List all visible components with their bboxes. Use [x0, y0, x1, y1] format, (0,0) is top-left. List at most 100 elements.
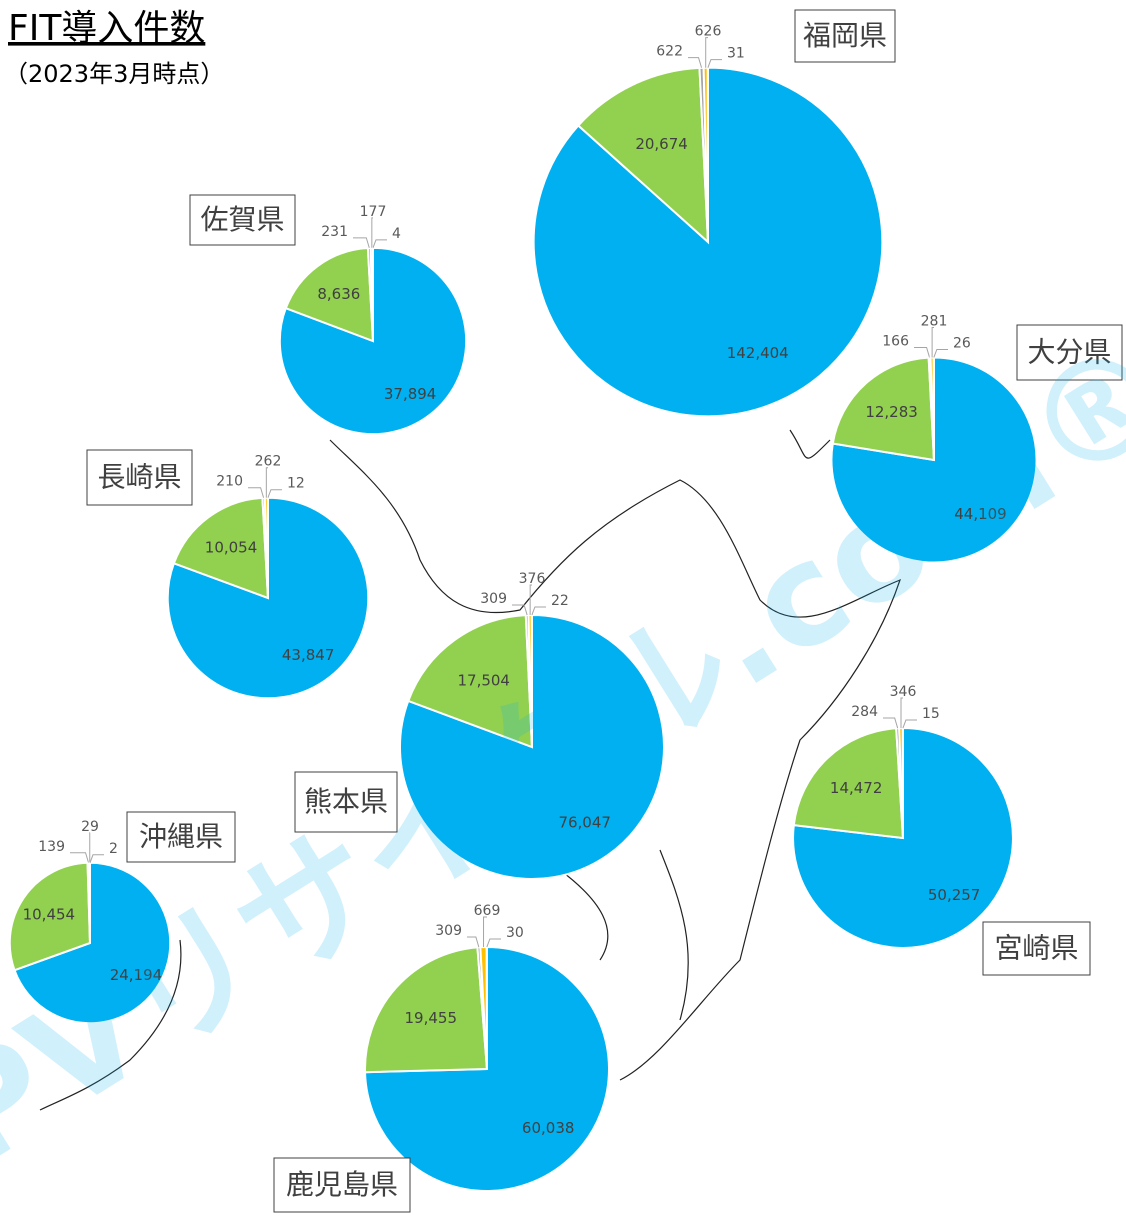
- data-label: 4: [392, 226, 401, 242]
- data-label: 17,504: [457, 671, 510, 689]
- data-label: 14,472: [830, 779, 883, 797]
- data-label: 44,109: [954, 505, 1007, 523]
- data-label: 376: [519, 571, 546, 587]
- data-label: 10,454: [23, 906, 76, 924]
- data-label: 8,636: [317, 285, 360, 303]
- data-label: 309: [435, 923, 462, 939]
- pie-title: 宮崎県: [994, 932, 1078, 965]
- map-outline: [39, 429, 901, 1111]
- leader-line: [486, 938, 501, 948]
- leader-line: [483, 916, 487, 948]
- data-label: 139: [38, 839, 65, 855]
- data-label: 30: [506, 925, 524, 941]
- leader-line: [467, 936, 480, 948]
- leader-line: [353, 237, 370, 249]
- pie-slice: [576, 66, 710, 245]
- leader-line: [902, 719, 917, 729]
- data-label: 231: [321, 224, 348, 240]
- leader-line: [89, 854, 104, 863]
- data-label: 177: [360, 204, 387, 220]
- pie-title: 長崎県: [97, 461, 181, 494]
- data-label: 309: [480, 591, 507, 607]
- label-box: [273, 1157, 411, 1213]
- leader-line: [688, 57, 703, 68]
- leader-line: [529, 584, 532, 615]
- data-label: 346: [890, 684, 917, 700]
- pie-title: 佐賀県: [200, 203, 284, 236]
- leader-line: [705, 37, 708, 68]
- leader-line: [531, 606, 546, 616]
- data-label: 24,194: [110, 966, 163, 984]
- data-label: 281: [921, 313, 948, 329]
- pie-slice: [284, 246, 375, 343]
- pie: 76,047 17,504 309 376 22 熊本県: [294, 571, 665, 880]
- label-box: [1016, 324, 1123, 381]
- data-label: 19,455: [405, 1009, 458, 1027]
- pie: 44,109 12,283 166 281 26 大分県: [830, 313, 1123, 564]
- data-label: 50,257: [928, 886, 981, 904]
- leader-line: [512, 604, 528, 616]
- data-label: 37,894: [384, 385, 437, 403]
- label-box: [982, 921, 1091, 976]
- pie: 142,404 20,674 622 626 31 福岡県: [532, 9, 896, 418]
- pie-slice: [172, 496, 270, 600]
- leader-line: [883, 717, 899, 729]
- leader-line: [372, 239, 387, 249]
- pie: 60,038 19,455 309 669 30 鹿児島県: [273, 903, 610, 1213]
- label-box: [86, 449, 193, 506]
- leader-line: [267, 489, 282, 498]
- data-label: 43,847: [282, 646, 335, 664]
- subtitle: （2023年3月時点）: [4, 60, 224, 88]
- data-label: 20,674: [635, 135, 688, 153]
- data-label: 29: [81, 819, 99, 835]
- data-label: 210: [216, 474, 243, 490]
- leader-line: [931, 326, 934, 358]
- data-label: 166: [882, 333, 909, 349]
- data-label: 76,047: [558, 813, 611, 831]
- leader-line: [707, 59, 722, 68]
- pie-title: 鹿児島県: [286, 1168, 398, 1201]
- pie-slice: [278, 246, 468, 436]
- pie: 37,894 8,636 231 177 4 佐賀県: [189, 194, 468, 436]
- pie-slice: [364, 946, 489, 1074]
- data-label: 15: [922, 706, 940, 722]
- leader-line: [248, 487, 265, 498]
- pie: 50,257 14,472 284 346 15 宮崎県: [792, 684, 1091, 976]
- pie-title: 大分県: [1027, 336, 1111, 369]
- data-label: 626: [695, 24, 722, 40]
- leader-line: [900, 697, 903, 729]
- data-label: 26: [953, 335, 971, 351]
- pie-slice: [8, 861, 92, 972]
- leader-line: [914, 346, 931, 358]
- data-label: 12: [287, 476, 305, 492]
- label-box: [126, 811, 236, 863]
- data-label: 284: [851, 704, 878, 720]
- leader-line: [371, 217, 373, 248]
- data-label: 622: [656, 44, 683, 60]
- data-label: 10,054: [205, 539, 258, 557]
- pie: 43,847 10,054 210 262 12 長崎県: [86, 449, 370, 700]
- leader-line: [265, 467, 268, 498]
- data-label: 142,404: [727, 344, 789, 362]
- pie-slice: [831, 356, 936, 462]
- label-box: [189, 194, 296, 246]
- label-box: [294, 771, 398, 833]
- pie-title: 熊本県: [304, 785, 388, 818]
- pie: 24,194 10,454 139 29 2 沖縄県: [8, 811, 236, 1025]
- pie-slice: [407, 614, 534, 749]
- pie-title: 沖縄県: [139, 820, 223, 853]
- pie-slice: [13, 861, 172, 1025]
- data-label: 60,038: [522, 1119, 575, 1137]
- data-label: 669: [474, 903, 501, 919]
- data-label: 2: [109, 841, 118, 857]
- pie-slice: [398, 613, 665, 880]
- leader-line: [70, 852, 90, 863]
- data-label: 31: [727, 46, 745, 62]
- pie-slice: [830, 356, 1038, 564]
- data-label: 262: [255, 454, 282, 470]
- pie-title: 福岡県: [803, 19, 887, 52]
- data-label: 22: [551, 593, 569, 609]
- leader-line: [933, 348, 948, 358]
- data-label: 12,283: [865, 403, 918, 421]
